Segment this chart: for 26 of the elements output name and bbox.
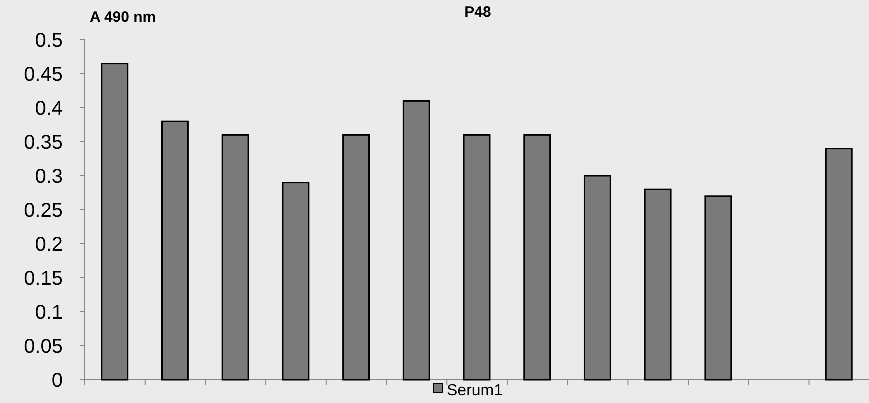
y-tick-label: 0.05 bbox=[24, 336, 63, 358]
y-tick-label: 0.3 bbox=[35, 166, 63, 188]
bar bbox=[704, 196, 732, 381]
bar bbox=[402, 100, 430, 381]
y-tick-label: 0 bbox=[52, 370, 63, 392]
bar bbox=[584, 175, 612, 381]
bar bbox=[162, 120, 189, 381]
y-tick-label: 0.4 bbox=[35, 98, 63, 120]
legend-label: Serum1 bbox=[447, 382, 504, 400]
bar bbox=[825, 148, 853, 381]
bar bbox=[524, 134, 552, 381]
bar bbox=[644, 188, 672, 381]
y-tick-label: 0.5 bbox=[35, 30, 63, 52]
y-tick-label: 0.2 bbox=[35, 234, 63, 256]
chart-title: P48 bbox=[464, 4, 492, 21]
y-tick-label: 0.35 bbox=[24, 132, 63, 154]
y-tick-label: 0.45 bbox=[24, 64, 63, 86]
bar bbox=[282, 182, 310, 381]
y-tick-label: 0.1 bbox=[35, 302, 63, 324]
y-tick-label: 0.15 bbox=[24, 268, 63, 290]
y-tick-label: 0.25 bbox=[24, 200, 63, 222]
bar bbox=[342, 134, 370, 381]
bar bbox=[222, 134, 250, 381]
y-axis-title: A 490 nm bbox=[90, 9, 156, 26]
bar bbox=[463, 134, 491, 381]
bar bbox=[101, 63, 129, 381]
